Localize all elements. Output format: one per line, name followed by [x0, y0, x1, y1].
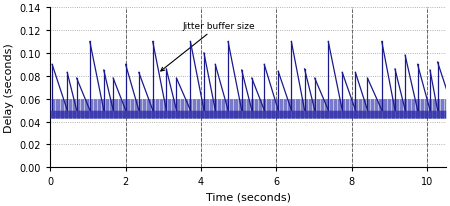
X-axis label: Time (seconds): Time (seconds): [206, 192, 291, 202]
Y-axis label: Delay (seconds): Delay (seconds): [4, 43, 14, 132]
Text: Jitter buffer size: Jitter buffer size: [161, 22, 255, 72]
